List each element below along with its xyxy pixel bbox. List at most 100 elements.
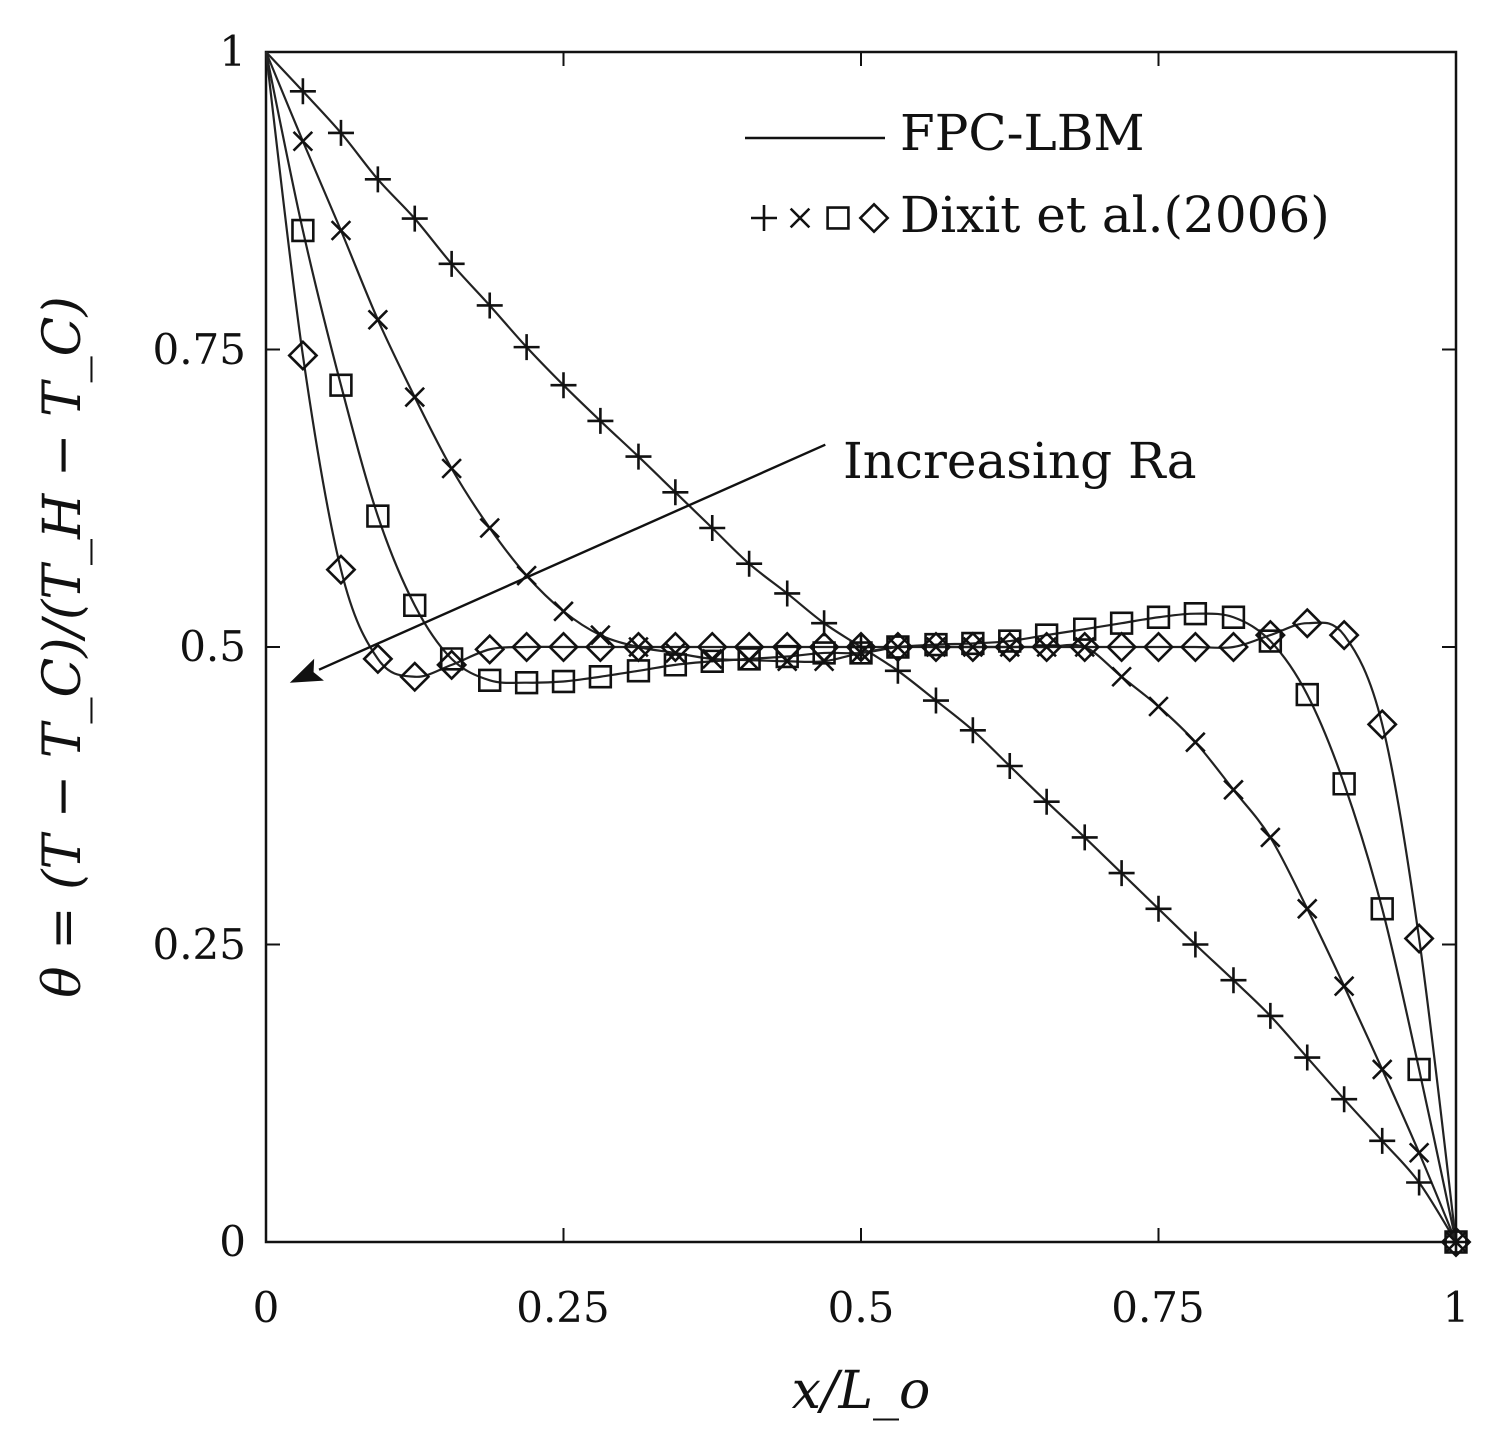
data-point-Ra1	[848, 634, 874, 660]
data-point-Ra3	[1073, 617, 1097, 641]
data-point-Ra1	[289, 78, 316, 105]
data-point-Ra1	[996, 753, 1023, 779]
data-point-Ra4	[1403, 923, 1435, 955]
data-point-Ra3	[1146, 605, 1171, 629]
data-point-Ra1	[774, 580, 801, 607]
data-point-Ra2	[516, 565, 537, 586]
data-point-Ra4	[362, 643, 394, 675]
legend-marker-samples	[751, 202, 890, 234]
data-point-Ra1	[1033, 788, 1060, 815]
data-point-Ra2	[1408, 1142, 1430, 1164]
data-point-Ra4	[436, 649, 468, 681]
data-point-Ra1	[1406, 1169, 1433, 1196]
data-point-Ra1	[401, 205, 428, 232]
data-point-Ra4	[659, 631, 691, 663]
data-point-Ra2	[441, 458, 462, 479]
data-point-Ra1	[1369, 1127, 1396, 1154]
data-point-Ra4	[994, 631, 1026, 663]
data-point-Ra3	[366, 504, 390, 528]
data-point-Ra3	[478, 668, 502, 693]
data-point-Ra1	[327, 119, 354, 146]
data-point-Ra2	[479, 517, 500, 539]
series-markers-Ra2	[292, 130, 1467, 1253]
data-point-Ra4	[733, 631, 765, 663]
series-markers-Ra3	[291, 218, 1468, 1254]
data-point-Ra4	[474, 633, 506, 665]
data-point-Ra3	[849, 641, 873, 665]
data-point-Ra1	[1182, 931, 1209, 958]
data-point-Ra3	[1109, 611, 1134, 635]
x-tick-label-1: 0.25	[516, 1283, 610, 1332]
legend-marker-label: Dixit et al.(2006)	[900, 186, 1330, 244]
data-point-Ra1	[364, 166, 391, 193]
data-point-Ra2	[1371, 1059, 1393, 1080]
data-point-Ra3	[588, 665, 613, 689]
data-point-Ra4	[882, 631, 914, 663]
data-point-Ra1	[922, 687, 949, 714]
legend: FPC-LBM Dixit et al.(2006)	[745, 104, 1330, 244]
data-point-Ra3	[1407, 1057, 1431, 1082]
data-point-Ra4	[1031, 631, 1063, 663]
data-point-Ra2	[330, 220, 352, 241]
data-point-Ra3	[403, 593, 427, 618]
data-point-Ra4	[584, 631, 616, 663]
data-point-Ra4	[1217, 631, 1249, 663]
data-point-Ra2	[1148, 696, 1169, 717]
data-point-Ra1	[959, 717, 986, 744]
data-point-Ra1	[587, 407, 614, 434]
data-point-Ra1	[1108, 860, 1135, 887]
legend-marker-3	[826, 206, 850, 230]
data-point-Ra4	[957, 631, 989, 663]
data-point-Ra1	[550, 372, 577, 399]
data-point-Ra2	[1260, 827, 1281, 848]
data-point-Ra3	[514, 671, 539, 695]
data-point-Ra2	[1185, 731, 1206, 753]
annotation-arrow-line	[318, 443, 826, 671]
data-point-Ra3	[775, 644, 799, 669]
annotation-arrow-head	[289, 658, 324, 683]
data-point-Ra3	[812, 641, 836, 665]
data-point-Ra4	[511, 631, 543, 663]
series-markers-Ra1	[289, 78, 1469, 1255]
x-tick-label-0: 0	[253, 1283, 280, 1332]
data-point-Ra3	[291, 218, 315, 243]
annotation: Increasing Ra	[289, 432, 1197, 683]
data-point-Ra3	[329, 373, 353, 397]
data-point-Ra4	[287, 339, 319, 371]
data-point-Ra1	[736, 550, 763, 577]
data-point-Ra4	[1328, 619, 1360, 651]
data-point-Ra4	[399, 661, 431, 693]
annotation-text: Increasing Ra	[843, 432, 1197, 490]
data-point-Ra4	[1106, 631, 1138, 663]
data-point-Ra1	[699, 515, 726, 541]
x-tick-label-3: 0.75	[1111, 1283, 1205, 1332]
y-tick-label-4: 1	[219, 27, 246, 76]
data-point-Ra1	[1331, 1086, 1358, 1113]
data-point-Ra2	[1296, 898, 1318, 920]
data-point-Ra3	[1332, 772, 1356, 796]
data-point-Ra4	[1143, 631, 1174, 663]
data-point-Ra1	[438, 250, 465, 277]
data-point-Ra1	[1220, 967, 1247, 994]
data-point-Ra3	[1183, 601, 1208, 626]
series-markers-Ra4	[287, 339, 1472, 1258]
data-point-Ra1	[1257, 1002, 1284, 1029]
data-point-Ra4	[808, 631, 840, 663]
data-point-Ra4	[548, 631, 579, 663]
data-point-Ra4	[325, 554, 357, 586]
y-tick-label-1: 0.25	[152, 920, 246, 969]
y-tick-label-0: 0	[219, 1217, 246, 1266]
y-axis-title: θ = (T − T_C)/(T_H − T_C)	[33, 296, 93, 998]
data-point-Ra3	[924, 632, 948, 657]
data-point-Ra1	[1071, 824, 1098, 851]
data-point-Ra3	[1295, 682, 1319, 707]
legend-marker-1	[751, 205, 777, 231]
data-point-Ra2	[553, 601, 574, 622]
data-point-Ra4	[696, 631, 728, 663]
data-point-Ra4	[622, 631, 654, 663]
legend-marker-2	[789, 207, 811, 229]
data-point-Ra2	[292, 130, 314, 152]
data-point-Ra4	[771, 631, 803, 663]
data-point-Ra3	[1221, 605, 1246, 629]
